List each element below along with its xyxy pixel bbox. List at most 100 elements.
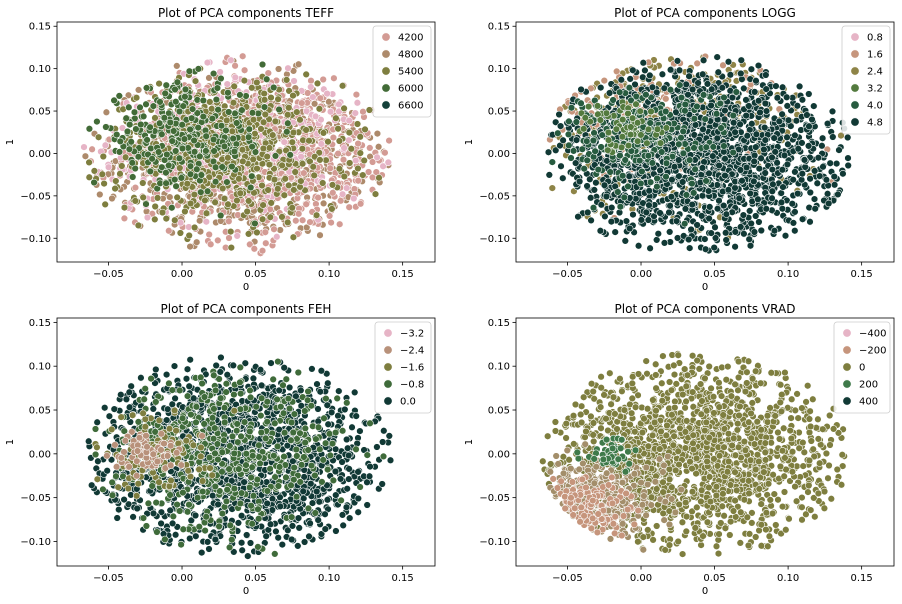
scatter-point: [188, 105, 197, 113]
scatter-point: [724, 186, 733, 194]
scatter-point: [768, 153, 776, 162]
scatter-point: [687, 225, 695, 234]
scatter-point: [96, 190, 104, 199]
scatter-point: [302, 200, 310, 208]
scatter-point: [112, 177, 120, 185]
scatter-point: [791, 227, 799, 235]
scatter-point: [131, 197, 139, 205]
scatter-point: [267, 199, 275, 207]
scatter-point: [278, 161, 286, 170]
scatter-point: [270, 83, 278, 92]
scatter-point: [375, 174, 383, 182]
scatter-point: [227, 227, 235, 236]
scatter-point: [762, 107, 771, 115]
scatter-point: [297, 177, 305, 185]
scatter-point: [250, 189, 258, 197]
scatter-point: [748, 120, 756, 128]
scatter-point: [611, 228, 619, 236]
scatter-point: [811, 205, 819, 213]
scatter-point: [722, 236, 730, 244]
scatter-point: [688, 200, 696, 209]
scatter-point: [203, 187, 212, 195]
scatter-point: [770, 227, 779, 235]
scatter-point: [780, 151, 789, 160]
scatter-point: [161, 89, 169, 98]
scatter-point: [239, 157, 247, 166]
scatter-point: [171, 216, 179, 224]
scatter-point: [190, 136, 198, 145]
scatter-point: [186, 170, 195, 178]
scatter-point: [239, 52, 247, 60]
scatter-point: [175, 107, 184, 116]
scatter-point: [324, 138, 332, 146]
scatter-point: [238, 146, 247, 154]
scatter-point: [261, 110, 269, 119]
scatter-point: [789, 176, 797, 184]
scatter-point: [596, 227, 605, 235]
scatter-point: [194, 65, 203, 73]
scatter-point: [762, 205, 770, 213]
scatter-point: [173, 78, 182, 86]
scatter-point: [625, 172, 633, 180]
scatter-point: [223, 116, 231, 125]
scatter-point: [752, 143, 760, 151]
scatter-point: [243, 207, 251, 216]
scatter-point: [699, 70, 707, 78]
scatter-point: [248, 172, 256, 180]
scatter-point: [108, 194, 116, 203]
scatter-point: [795, 82, 804, 91]
scatter-point: [552, 118, 560, 126]
scatter-point: [218, 163, 226, 171]
scatter-point: [798, 96, 807, 104]
scatter-point: [731, 243, 739, 251]
scatter-point: [188, 114, 196, 122]
scatter-point: [284, 111, 292, 119]
scatter-point: [130, 108, 139, 116]
scatter-point: [345, 203, 353, 211]
scatter-point: [813, 179, 821, 187]
scatter-point: [645, 187, 653, 195]
scatter-point: [270, 175, 279, 184]
scatter-point: [584, 208, 592, 217]
legend-label: 6000: [398, 84, 423, 95]
scatter-point: [572, 136, 581, 144]
scatter-point: [214, 106, 222, 114]
scatter-point: [319, 199, 328, 208]
scatter-point: [737, 56, 745, 64]
scatter-point: [227, 56, 235, 64]
scatter-point: [265, 144, 274, 152]
y-tick-label: 0.15: [29, 22, 51, 33]
scatter-point: [825, 199, 833, 208]
scatter-point: [783, 102, 791, 110]
scatter-point: [172, 98, 180, 106]
scatter-point: [708, 85, 716, 93]
scatter-point: [319, 75, 327, 84]
scatter-point: [738, 177, 746, 185]
scatter-point: [666, 228, 674, 236]
plot-frame: [56, 21, 436, 263]
scatter-point: [760, 145, 768, 154]
scatter-point: [328, 181, 337, 189]
scatter-point: [673, 57, 682, 65]
scatter-point: [544, 148, 553, 156]
scatter-point: [660, 84, 668, 92]
scatter-point: [742, 111, 750, 120]
scatter-point: [290, 186, 298, 194]
scatter-point: [139, 179, 147, 187]
scatter-point: [194, 123, 202, 132]
scatter-point: [600, 76, 608, 85]
scatter-point: [247, 183, 255, 192]
scatter-point: [746, 189, 754, 198]
scatter-point: [286, 151, 294, 159]
scatter-point: [186, 242, 194, 251]
scatter-point: [163, 150, 171, 159]
scatter-point: [837, 131, 845, 140]
scatter-point: [196, 152, 204, 161]
scatter-point: [670, 163, 679, 171]
scatter-point: [88, 145, 96, 153]
scatter-point: [731, 184, 739, 192]
scatter-point: [160, 114, 169, 122]
scatter-point: [681, 205, 690, 213]
scatter-point: [754, 61, 763, 70]
scatter-point: [373, 153, 381, 161]
